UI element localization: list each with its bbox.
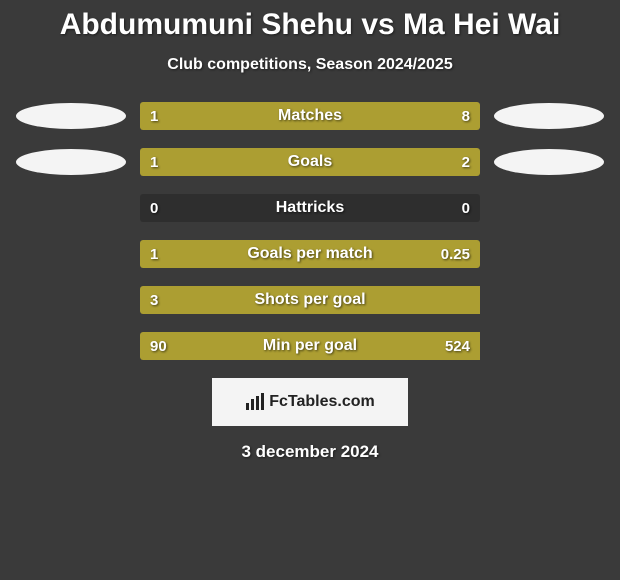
stat-bar: 90524Min per goal <box>140 332 480 360</box>
bar-fill-right <box>412 240 480 268</box>
date-text: 3 december 2024 <box>0 442 620 462</box>
stat-value-right: 0 <box>462 194 470 222</box>
chart-icon <box>245 393 265 411</box>
stat-bar: 3Shots per goal <box>140 286 480 314</box>
avatar-right <box>494 149 604 175</box>
stat-bar: 18Matches <box>140 102 480 130</box>
logo-text: FcTables.com <box>269 393 375 411</box>
stat-row: 90524Min per goal <box>0 332 620 360</box>
bar-fill-left <box>140 148 245 176</box>
stat-row: 10.25Goals per match <box>0 240 620 268</box>
avatar-left <box>16 149 126 175</box>
comparison-list: 18Matches 12Goals 0 0Hattricks 10.25Goals pe… <box>0 102 620 360</box>
bar-fill-left <box>140 286 480 314</box>
stat-bar: 0 0Hattricks <box>140 194 480 222</box>
stat-value-left: 0 <box>150 194 158 222</box>
bar-fill-right <box>245 148 480 176</box>
page-title: Abdumumuni Shehu vs Ma Hei Wai <box>0 8 620 42</box>
stat-row: 12Goals <box>0 148 620 176</box>
logo-box: FcTables.com <box>212 378 408 426</box>
subtitle: Club competitions, Season 2024/2025 <box>0 56 620 74</box>
logo: FcTables.com <box>245 393 375 411</box>
stat-bar: 12Goals <box>140 148 480 176</box>
bar-fill-left <box>140 240 412 268</box>
stat-bar: 10.25Goals per match <box>140 240 480 268</box>
avatar-left <box>16 103 126 129</box>
avatar-right <box>494 103 604 129</box>
stat-row: 0 0Hattricks <box>0 194 620 222</box>
stat-row: 3Shots per goal <box>0 286 620 314</box>
bar-fill-left <box>140 102 201 130</box>
bar-fill-left <box>140 332 480 360</box>
stat-row: 18Matches <box>0 102 620 130</box>
stat-label: Hattricks <box>140 194 480 222</box>
bar-fill-right <box>201 102 480 130</box>
